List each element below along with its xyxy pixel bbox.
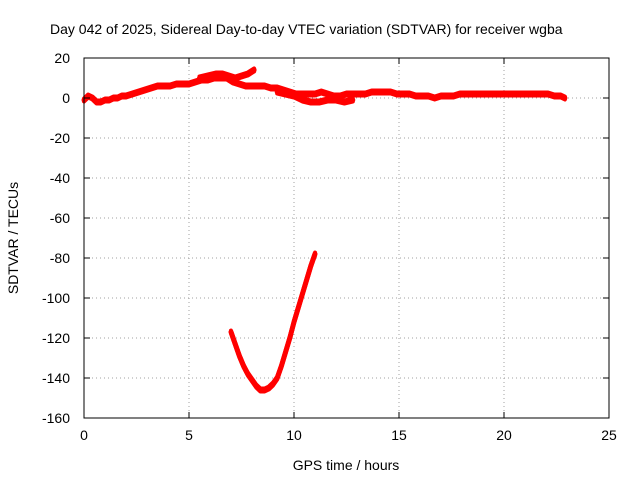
series-layer bbox=[81, 66, 568, 394]
y-tick-label: -160 bbox=[42, 410, 70, 426]
sdtvar-dip-line bbox=[228, 251, 318, 393]
y-tick-label: -60 bbox=[50, 210, 70, 226]
y-tick-label: -140 bbox=[42, 370, 70, 386]
x-tick-label: 10 bbox=[286, 427, 302, 443]
y-tick-label: -40 bbox=[50, 170, 70, 186]
y-axis-label: SDTVAR / TECUs bbox=[5, 182, 21, 294]
x-tick-label: 0 bbox=[80, 427, 88, 443]
x-axis-label: GPS time / hours bbox=[293, 457, 400, 473]
x-tick-label: 5 bbox=[185, 427, 193, 443]
sdtvar-branch-upper-line bbox=[197, 67, 257, 81]
sdtvar-branch-lower-line bbox=[274, 89, 356, 105]
y-tick-label: -80 bbox=[50, 250, 70, 266]
chart-title: Day 042 of 2025, Sidereal Day-to-day VTE… bbox=[50, 21, 563, 37]
axes: 0 5 10 15 20 25 20 0 -20 -40 -60 -80 -100 -120 -140 -16… bbox=[42, 50, 617, 443]
y-tick-label: 0 bbox=[62, 90, 70, 106]
sdtvar-main-line bbox=[81, 75, 568, 105]
y-tick-label: 20 bbox=[54, 50, 70, 66]
plot-frame bbox=[83, 57, 610, 419]
y-tick-label: -120 bbox=[42, 330, 70, 346]
grid bbox=[84, 58, 609, 418]
x-tick-label: 15 bbox=[391, 427, 407, 443]
x-tick-label: 20 bbox=[496, 427, 512, 443]
y-tick-label: -20 bbox=[50, 130, 70, 146]
y-tick-label: -100 bbox=[42, 290, 70, 306]
x-tick-label: 25 bbox=[601, 427, 617, 443]
